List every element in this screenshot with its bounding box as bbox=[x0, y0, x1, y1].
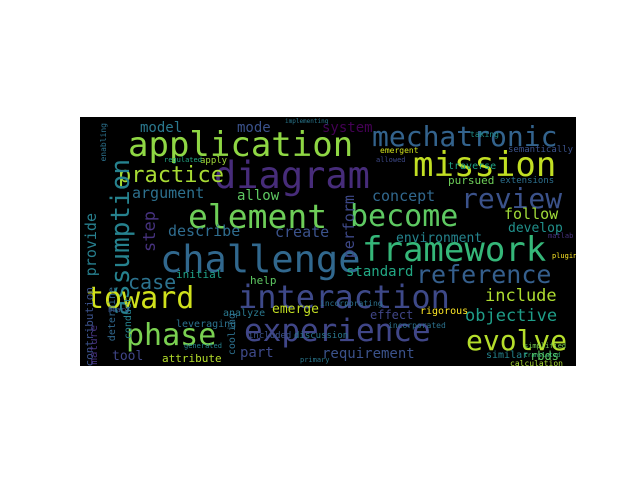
word-objective: objective bbox=[465, 306, 558, 326]
word-traverse: traverse bbox=[448, 161, 497, 172]
word-model: model bbox=[140, 120, 183, 136]
word-primary: primary bbox=[300, 356, 330, 364]
word-allow: allow bbox=[237, 188, 280, 204]
word-framework: framework bbox=[362, 230, 547, 270]
word-toward: toward bbox=[86, 281, 195, 316]
word-apply: apply bbox=[200, 156, 228, 166]
word-enabling: enabling bbox=[99, 123, 108, 162]
word-interaction: interaction bbox=[238, 278, 450, 316]
word-conduct: conduct bbox=[123, 297, 134, 340]
word-attribute: attribute bbox=[162, 352, 222, 365]
word-translated: translated bbox=[524, 352, 561, 359]
word-determine: determine bbox=[107, 287, 118, 342]
word-help: help bbox=[250, 274, 277, 287]
word-discussion: discussion bbox=[294, 331, 349, 341]
word-part: part bbox=[240, 345, 274, 361]
word-matlab: matlab bbox=[548, 232, 574, 240]
word-incorporated: incorporated bbox=[388, 321, 446, 330]
word-evolve: evolve bbox=[466, 324, 568, 357]
word-challenge: challenge bbox=[160, 238, 361, 281]
word-standard: standard bbox=[346, 264, 414, 280]
word-plugins: plugins bbox=[552, 252, 576, 260]
word-mechatronic: mechatronic bbox=[372, 120, 558, 153]
word-experience: experience bbox=[244, 313, 431, 349]
word-leveraging: leveraging bbox=[176, 319, 237, 330]
word-incorporating: incorporating bbox=[320, 299, 383, 308]
word-reference: reference bbox=[416, 260, 552, 289]
word-effect: effect bbox=[370, 308, 414, 322]
word-cloud: application mechatronic diagram mission … bbox=[80, 117, 576, 366]
word-element: element bbox=[188, 197, 328, 236]
word-argument: argument bbox=[132, 184, 205, 202]
word-provide: provide bbox=[82, 213, 100, 277]
word-simplified: simplified bbox=[524, 342, 567, 350]
word-follow: follow bbox=[504, 205, 559, 223]
word-tool: tool bbox=[112, 349, 144, 364]
word-board: board bbox=[108, 306, 130, 314]
word-mode: mode bbox=[237, 120, 271, 136]
word-pursued: pursued bbox=[448, 174, 495, 187]
word-phase: phase bbox=[126, 318, 217, 353]
word-similar: similar bbox=[486, 350, 529, 361]
word-extensions: extensions bbox=[500, 176, 555, 186]
word-case: case bbox=[128, 270, 177, 294]
word-review: review bbox=[461, 182, 563, 215]
word-include: include bbox=[485, 286, 557, 306]
word-cooling: cooling bbox=[227, 313, 238, 356]
word-emergent: emergent bbox=[380, 146, 419, 155]
word-become: become bbox=[350, 199, 459, 234]
word-application: application bbox=[128, 125, 354, 165]
word-mission: mission bbox=[413, 145, 557, 185]
word-system: system bbox=[322, 120, 373, 136]
word-environment: environment bbox=[396, 231, 483, 246]
word-allowed: allowed bbox=[376, 156, 406, 164]
word-emerge: emerge bbox=[272, 302, 319, 317]
word-mature: mature bbox=[87, 325, 100, 365]
word-included: included bbox=[248, 331, 292, 341]
word-create: create bbox=[275, 223, 330, 241]
word-initial: initial bbox=[176, 268, 223, 281]
word-calculation: calculation bbox=[510, 359, 563, 367]
word-describe: describe bbox=[168, 222, 241, 240]
word-develop: develop bbox=[508, 221, 563, 236]
word-implementing: implementing bbox=[285, 118, 329, 125]
word-analyze: analyze bbox=[223, 308, 266, 319]
word-practice: practice bbox=[118, 163, 224, 188]
word-diagram: diagram bbox=[214, 154, 370, 197]
word-step: step bbox=[140, 211, 160, 252]
word-concept: concept bbox=[372, 187, 436, 205]
word-perform: perform bbox=[340, 195, 358, 259]
word-taking: taking bbox=[470, 130, 499, 139]
word-rigorous: rigorous bbox=[420, 306, 469, 317]
word-regulated: regulated bbox=[164, 156, 202, 164]
word-generated: generated bbox=[184, 342, 222, 350]
word-requirement: requirement bbox=[322, 346, 415, 362]
word-rbds: rbds bbox=[530, 349, 559, 363]
word-semantically: semantically bbox=[508, 145, 574, 155]
